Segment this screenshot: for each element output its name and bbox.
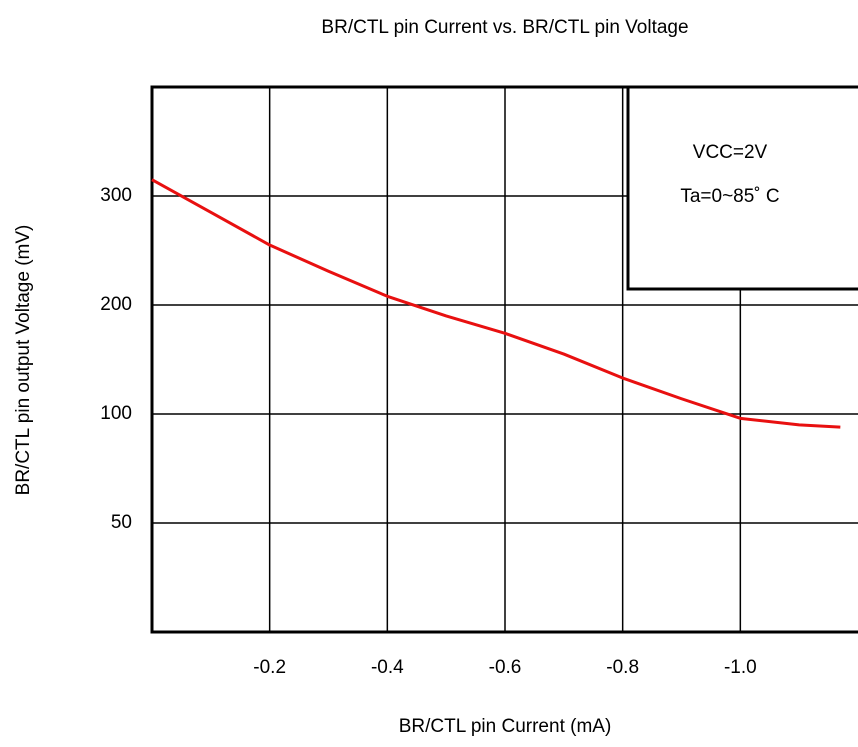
x-tick-label: -0.8 xyxy=(606,657,639,678)
plot-frame xyxy=(150,85,858,634)
x-tick-label: -0.4 xyxy=(371,657,404,678)
annotation: VCC=2V xyxy=(693,142,768,163)
x-tick-label: -1.0 xyxy=(724,657,757,678)
y-axis-label: BR/CTL pin output Voltage (mV) xyxy=(13,225,34,496)
x-tick-label: -0.6 xyxy=(489,657,522,678)
data-line xyxy=(151,178,841,429)
chart-title: BR/CTL pin Current vs. BR/CTL pin Voltag… xyxy=(321,17,688,38)
y-tick-label: 50 xyxy=(111,512,132,533)
y-tick-label: 200 xyxy=(100,294,132,315)
x-axis-label: BR/CTL pin Current (mA) xyxy=(399,716,612,737)
x-tick-label: -0.2 xyxy=(253,657,286,678)
y-tick-label: 300 xyxy=(100,185,132,206)
y-tick-label: 100 xyxy=(100,403,132,424)
annotation: Ta=0~85˚ C xyxy=(680,186,779,207)
annotation-box xyxy=(626,85,858,291)
